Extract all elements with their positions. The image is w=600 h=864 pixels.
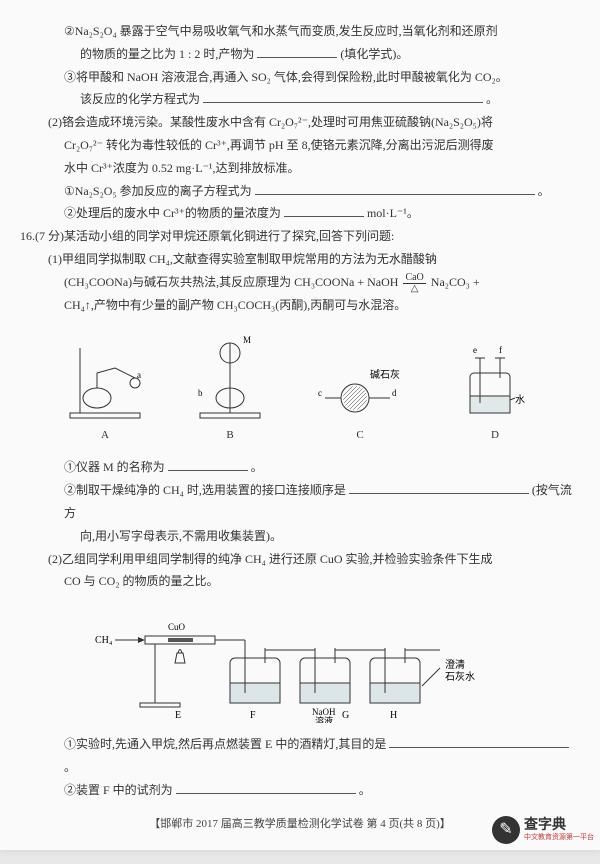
blank [203, 88, 483, 103]
text: (CH₃COONa)与碱石灰共热法,其反应原理为 CH₃COONa + NaOH [64, 275, 398, 289]
apparatus-b: M b B [195, 328, 265, 446]
blank [389, 733, 569, 748]
line: ①仪器 M 的名称为 。 [20, 456, 580, 479]
watermark-text: 查字典 中文教育资源第一平台 [524, 818, 594, 841]
blank [257, 43, 337, 58]
apparatus-a-svg: a [65, 328, 145, 423]
text: Na₂CO₃ + [431, 275, 480, 289]
text: ②制取干燥纯净的 CH₄ 时,选用装置的接口连接顺序是 [64, 483, 346, 497]
line: ②装置 F 中的试剂为 。 [20, 779, 580, 802]
svg-text:G: G [342, 710, 349, 721]
apparatus-d: e f 水 D [455, 338, 535, 446]
apparatus-d-svg: e f 水 [455, 338, 535, 423]
text: 。 [251, 460, 263, 474]
svg-text:水: 水 [515, 394, 525, 406]
text: mol·L⁻¹。 [367, 206, 419, 220]
apparatus-a: a A [65, 328, 145, 446]
blank [168, 456, 248, 471]
line: Cr₂O₇²⁻ 转化为毒性较低的 Cr³⁺,再调节 pH 至 8,使铬元素沉降,… [20, 134, 580, 157]
label-a: A [101, 425, 109, 446]
watermark-icon: ✎ [492, 816, 520, 844]
line: (2)乙组同学利用甲组同学制得的纯净 CH₄ 进行还原 CuO 实验,并检验实验… [20, 548, 580, 571]
svg-text:F: F [250, 710, 256, 721]
text: ①实验时,先通入甲烷,然后再点燃装置 E 中的酒精灯,其目的是 [64, 737, 386, 751]
svg-text:溶液: 溶液 [315, 715, 333, 723]
blank [349, 479, 529, 494]
text: 。 [538, 184, 550, 198]
diagram-row-1: a A M b B [40, 326, 560, 446]
label-c: C [356, 425, 363, 446]
line: (1)甲组同学拟制取 CH₄,文献查得实验室制取甲烷常用的方法为无水醋酸钠 [20, 248, 580, 271]
apparatus-c-svg: c d 碱石灰 [315, 348, 405, 423]
svg-text:d: d [392, 388, 397, 398]
svg-text:e: e [473, 345, 477, 355]
line: 向,用小写字母表示,不需用收集装置)。 [20, 525, 580, 548]
line: ①Na₂S₂O₅ 参加反应的离子方程式为 。 [20, 180, 580, 203]
text: (填化学式)。 [340, 47, 408, 61]
wm-small: 中文教育资源第一平台 [524, 834, 594, 842]
diagram2-svg: CH₄ CuO E F [90, 608, 510, 723]
line: ②处理后的废水中 Cr³⁺的物质的量浓度为 mol·L⁻¹。 [20, 202, 580, 225]
line: (CH₃COONa)与碱石灰共热法,其反应原理为 CH₃COONa + NaOH… [20, 271, 580, 294]
text: 。 [359, 783, 371, 797]
svg-text:石灰水: 石灰水 [445, 670, 475, 683]
svg-text:E: E [175, 710, 181, 721]
svg-text:M: M [243, 335, 251, 345]
reaction-condition: CaO △ [403, 273, 425, 294]
text: ②装置 F 中的试剂为 [64, 783, 173, 797]
watermark: ✎ 查字典 中文教育资源第一平台 [492, 816, 594, 844]
text: 。 [486, 92, 498, 106]
wm-big: 查字典 [524, 818, 594, 833]
svg-text:CuO: CuO [168, 622, 186, 632]
line: ②制取干燥纯净的 CH₄ 时,选用装置的接口连接顺序是 (按气流方 [20, 479, 580, 525]
line: 该反应的化学方程式为 。 [20, 88, 580, 111]
diagram-row-2: CH₄ CuO E F [30, 603, 570, 723]
apparatus-c: c d 碱石灰 C [315, 348, 405, 446]
line: ②Na₂S₂O₄ 暴露于空气中易吸收氧气和水蒸气而变质,发生反应时,当氧化剂和还… [20, 20, 580, 43]
blank [255, 180, 535, 195]
svg-text:碱石灰: 碱石灰 [370, 368, 400, 381]
text: ②处理后的废水中 Cr³⁺的物质的量浓度为 [64, 206, 281, 220]
exam-page: ②Na₂S₂O₄ 暴露于空气中易吸收氧气和水蒸气而变质,发生反应时,当氧化剂和还… [0, 0, 600, 850]
blank [284, 202, 364, 217]
line: ①实验时,先通入甲烷,然后再点燃装置 E 中的酒精灯,其目的是 。 [20, 733, 580, 779]
text: 的物质的量之比为 1 : 2 时,产物为 [80, 47, 254, 61]
line: ③将甲酸和 NaOH 溶液混合,再通入 SO₂ 气体,会得到保险粉,此时甲酸被氧… [20, 66, 580, 89]
line: (2)铬会造成环境污染。某酸性废水中含有 Cr₂O₇²⁻,处理时可用焦亚硫酸钠(… [20, 111, 580, 134]
label-b: B [226, 425, 233, 446]
line: CH₄↑,产物中有少量的副产物 CH₃COCH₃(丙酮),丙酮可与水混溶。 [20, 294, 580, 317]
line: CO 与 CO₂ 的物质的量之比。 [20, 570, 580, 593]
blank [176, 779, 356, 794]
svg-text:a: a [137, 370, 141, 380]
line: 的物质的量之比为 1 : 2 时,产物为 (填化学式)。 [20, 43, 580, 66]
delta: △ [409, 284, 421, 294]
svg-text:CH₄: CH₄ [95, 635, 113, 646]
label-d: D [491, 425, 499, 446]
text: ①Na₂S₂O₅ 参加反应的离子方程式为 [64, 184, 252, 198]
text: ①仪器 M 的名称为 [64, 460, 165, 474]
svg-text:H: H [390, 710, 397, 721]
svg-text:b: b [198, 388, 203, 398]
line: 水中 Cr³⁺浓度为 0.52 mg·L⁻¹,达到排放标准。 [20, 157, 580, 180]
text: 。 [64, 760, 76, 774]
apparatus-b-svg: M b [195, 328, 265, 423]
cao: CaO [403, 273, 425, 284]
svg-text:f: f [499, 345, 502, 355]
svg-text:澄清: 澄清 [445, 658, 465, 671]
q16-head: 16.(7 分)某活动小组的同学对甲烷还原氧化铜进行了探究,回答下列问题: [20, 225, 580, 248]
text: 该反应的化学方程式为 [80, 92, 200, 106]
svg-text:c: c [318, 388, 322, 398]
